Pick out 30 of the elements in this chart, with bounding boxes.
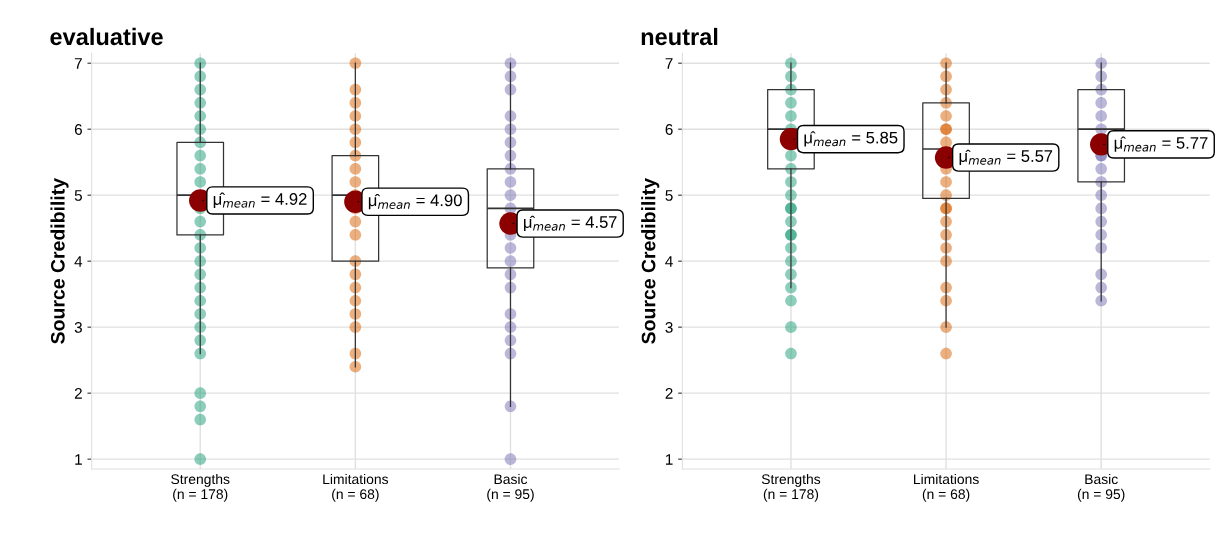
x-tick-label: Limitations (n = 68) — [914, 473, 979, 502]
y-tick-label: 5 — [74, 190, 82, 201]
annotation: μ̂$_{mean}$ = 4.92 — [213, 192, 307, 208]
annotation: μ̂$_{mean}$ = 5.77 — [1114, 136, 1208, 152]
x-tick-label: Basic (n = 95) — [1077, 473, 1125, 502]
y-tick-label: 7 — [74, 58, 82, 69]
y-tick-label: 6 — [74, 124, 82, 135]
y-tick-label: 3 — [74, 322, 82, 333]
chart-title: evaluative — [50, 27, 163, 46]
y-axis-title: Source Credibility — [641, 178, 660, 344]
y-tick-label: 1 — [75, 454, 82, 465]
y-tick-label: 2 — [665, 388, 673, 399]
x-tick-label: Strengths (n = 178) — [171, 473, 230, 502]
y-axis-title: Source Credibility — [50, 178, 69, 344]
chart-title: neutral — [641, 27, 718, 46]
annotation: μ̂$_{mean}$ = 4.90 — [368, 193, 462, 210]
x-tick-label: Basic (n = 95) — [487, 473, 534, 502]
y-tick-label: 2 — [74, 388, 82, 399]
annotation: μ̂$_{mean}$ = 4.57 — [524, 215, 617, 232]
y-tick-label: 7 — [665, 58, 673, 69]
x-tick-label: Limitations (n = 68) — [323, 473, 389, 502]
y-tick-label: 6 — [665, 124, 673, 135]
y-tick-label: 5 — [665, 190, 673, 201]
x-tick-label: Strengths (n = 178) — [761, 473, 821, 502]
y-tick-label: 4 — [74, 256, 83, 267]
y-tick-label: 3 — [665, 322, 673, 333]
y-tick-label: 1 — [666, 454, 673, 465]
y-tick-label: 4 — [665, 256, 673, 267]
annotation: μ̂$_{mean}$ = 5.57 — [959, 149, 1053, 166]
annotation: μ̂$_{mean}$ = 5.85 — [804, 131, 898, 147]
